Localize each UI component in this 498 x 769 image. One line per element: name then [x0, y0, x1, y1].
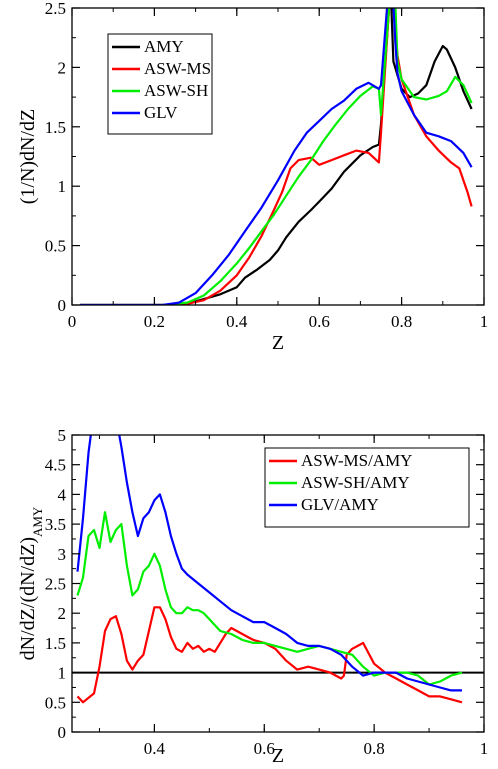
series-group — [76, 435, 463, 704]
x-tick-label: 0.2 — [144, 312, 165, 331]
x-tick-label: 0.6 — [309, 312, 330, 331]
x-tick-label: 0.8 — [364, 739, 385, 758]
x-tick-label: 0.6 — [254, 739, 275, 758]
series-line-asw-sh-amy — [76, 511, 463, 686]
series-line-glv-amy — [76, 435, 462, 692]
legend-entry-glv-amy: GLV/AMY — [301, 495, 379, 514]
y-tick-label: 2 — [58, 58, 67, 77]
legend-box — [264, 447, 470, 528]
y-tick-label: 3 — [58, 545, 67, 564]
x-tick-label: 1 — [480, 739, 489, 758]
y-tick-label: 1.5 — [45, 118, 66, 137]
series-line-asw-ms-amy — [76, 606, 463, 704]
legend-entry-asw-ms: ASW-MS — [144, 59, 211, 78]
bottom-panel: 0.4 0.6 0.8 1 0 0.5 1 1.5 2 2.5 3 3.5 4 4.5 5 ZdN/dZ/(d… — [17, 426, 488, 767]
y-tick-label: 4 — [58, 485, 67, 504]
legend: AMY ASW-MS ASW-SH GLV — [107, 33, 213, 135]
legend-entry-asw-sh: ASW-SH — [144, 81, 208, 100]
x-tick-label: 0.4 — [226, 312, 248, 331]
y-axis-label: dN/dZ/(dN/dZ)AMY — [17, 506, 45, 660]
y-tick-label: 5 — [58, 426, 67, 445]
series-line-asw-sh — [80, 8, 473, 305]
y-tick-label: 1.5 — [45, 634, 66, 653]
y-tick-label: 1 — [58, 177, 67, 196]
series-line-glv — [80, 8, 473, 305]
y-tick-label: 2 — [58, 604, 67, 623]
legend: ASW-MS/AMY ASW-SH/AMY GLV/AMY — [264, 447, 470, 528]
top-panel: 0 0.2 0.4 0.6 0.8 1 0 0.5 1 1.5 2 2.5 Z (1/N)dN/dZ AMY… — [17, 0, 488, 354]
y-tick-label: 4.5 — [45, 456, 66, 475]
y-tick-label: 0 — [58, 296, 67, 315]
legend-entry-amy: AMY — [144, 37, 184, 56]
series-line-asw-ms — [80, 8, 473, 305]
legend-entry-glv: GLV — [144, 103, 178, 122]
y-tick-label: 1 — [58, 664, 67, 683]
y-tick-label: 0 — [58, 723, 67, 742]
x-tick-label: 0.8 — [391, 312, 412, 331]
series-group — [80, 8, 473, 305]
y-tick-label: 0.5 — [45, 693, 66, 712]
y-tick-label: 3.5 — [45, 515, 66, 534]
x-tick-label: 0.4 — [144, 739, 166, 758]
y-axis-label: (1/N)dN/dZ — [17, 109, 39, 205]
x-tick-label: 1 — [480, 312, 489, 331]
x-axis-label: Z — [272, 332, 284, 354]
series-line-amy — [80, 8, 473, 305]
x-axis-label: Z — [272, 745, 284, 767]
y-tick-label: 0.5 — [45, 237, 66, 256]
y-tick-label: 2.5 — [45, 575, 66, 594]
legend-box — [107, 33, 213, 135]
y-tick-label: 2.5 — [45, 0, 66, 18]
legend-entry-asw-ms-amy: ASW-MS/AMY — [301, 451, 412, 470]
x-tick-label: 0 — [68, 312, 77, 331]
legend-entry-asw-sh-amy: ASW-SH/AMY — [301, 473, 410, 492]
